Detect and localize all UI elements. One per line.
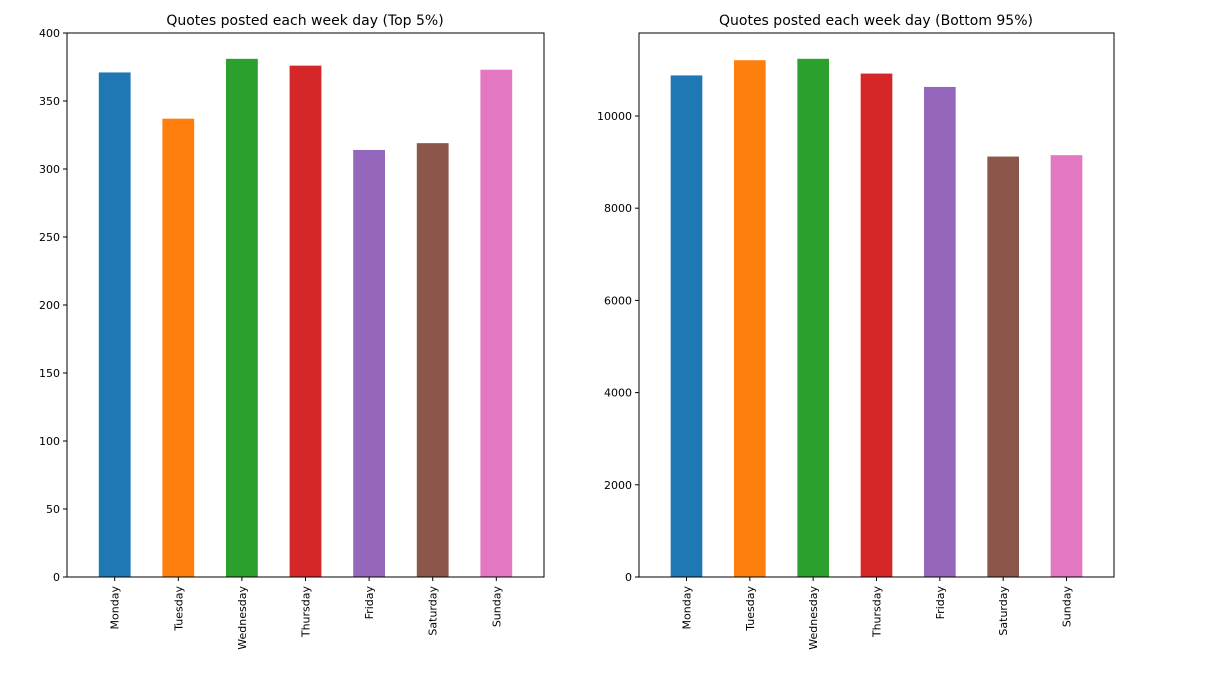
- chart-title: Quotes posted each week day (Top 5%): [166, 13, 443, 29]
- bar-monday: [98, 72, 131, 577]
- bar-monday: [670, 75, 703, 577]
- bar-tuesday: [734, 60, 766, 577]
- x-tick-label: Sunday: [490, 586, 503, 628]
- x-tick-label: Thursday: [871, 586, 884, 639]
- y-tick-label: 50: [46, 503, 60, 516]
- y-tick-label: 4000: [604, 387, 632, 400]
- x-tick-label: Monday: [681, 586, 694, 630]
- y-axis: 0 2000 4000 6000 8000 10000: [597, 110, 639, 584]
- x-tick-label: Wednesday: [807, 586, 820, 650]
- bar-group: [670, 58, 1083, 578]
- bar-group: [98, 58, 513, 578]
- bar-thursday: [289, 65, 322, 577]
- bar-tuesday: [162, 118, 195, 578]
- bar-wednesday: [226, 58, 258, 577]
- bar-sunday: [480, 69, 513, 577]
- x-tick-label: Saturday: [997, 586, 1010, 636]
- x-tick-label: Monday: [109, 586, 122, 630]
- bar-sunday: [1050, 155, 1083, 577]
- y-tick-label: 0: [53, 571, 60, 584]
- x-tick-label: Wednesday: [236, 586, 249, 650]
- x-tick-label: Friday: [363, 586, 376, 620]
- x-tick-label: Tuesday: [172, 586, 185, 632]
- bar-wednesday: [797, 58, 829, 577]
- x-axis: Monday Tuesday Wednesday Thursday Friday Satu…: [109, 577, 503, 650]
- y-tick-label: 350: [39, 95, 60, 108]
- bar-friday: [924, 86, 956, 578]
- y-tick-label: 2000: [604, 479, 632, 492]
- y-tick-label: 300: [39, 163, 60, 176]
- y-tick-label: 100: [39, 435, 60, 448]
- chart-title: Quotes posted each week day (Bottom 95%): [719, 13, 1033, 29]
- y-tick-label: 150: [39, 367, 60, 380]
- y-tick-label: 10000: [597, 110, 632, 123]
- chart-top-5-percent: Quotes posted each week day (Top 5%) 0 50…: [39, 13, 545, 650]
- y-tick-label: 250: [39, 231, 60, 244]
- x-tick-label: Tuesday: [744, 586, 757, 632]
- x-tick-label: Thursday: [300, 586, 313, 639]
- bar-thursday: [860, 73, 893, 577]
- x-tick-label: Saturday: [427, 586, 440, 636]
- y-tick-label: 8000: [604, 202, 632, 215]
- x-tick-label: Friday: [934, 586, 947, 620]
- y-tick-label: 400: [39, 27, 60, 40]
- x-tick-label: Sunday: [1061, 586, 1074, 628]
- bar-saturday: [987, 156, 1019, 577]
- bar-saturday: [416, 143, 449, 577]
- bar-friday: [353, 149, 385, 577]
- chart-bottom-95-percent: Quotes posted each week day (Bottom 95%)…: [597, 13, 1115, 650]
- y-tick-label: 0: [625, 571, 632, 584]
- x-axis: Monday Tuesday Wednesday Thursday Friday Satu…: [681, 577, 1074, 650]
- y-axis: 0 50 100 150 200 250 300 350 400: [39, 27, 67, 584]
- y-tick-label: 6000: [604, 294, 632, 307]
- y-tick-label: 200: [39, 299, 60, 312]
